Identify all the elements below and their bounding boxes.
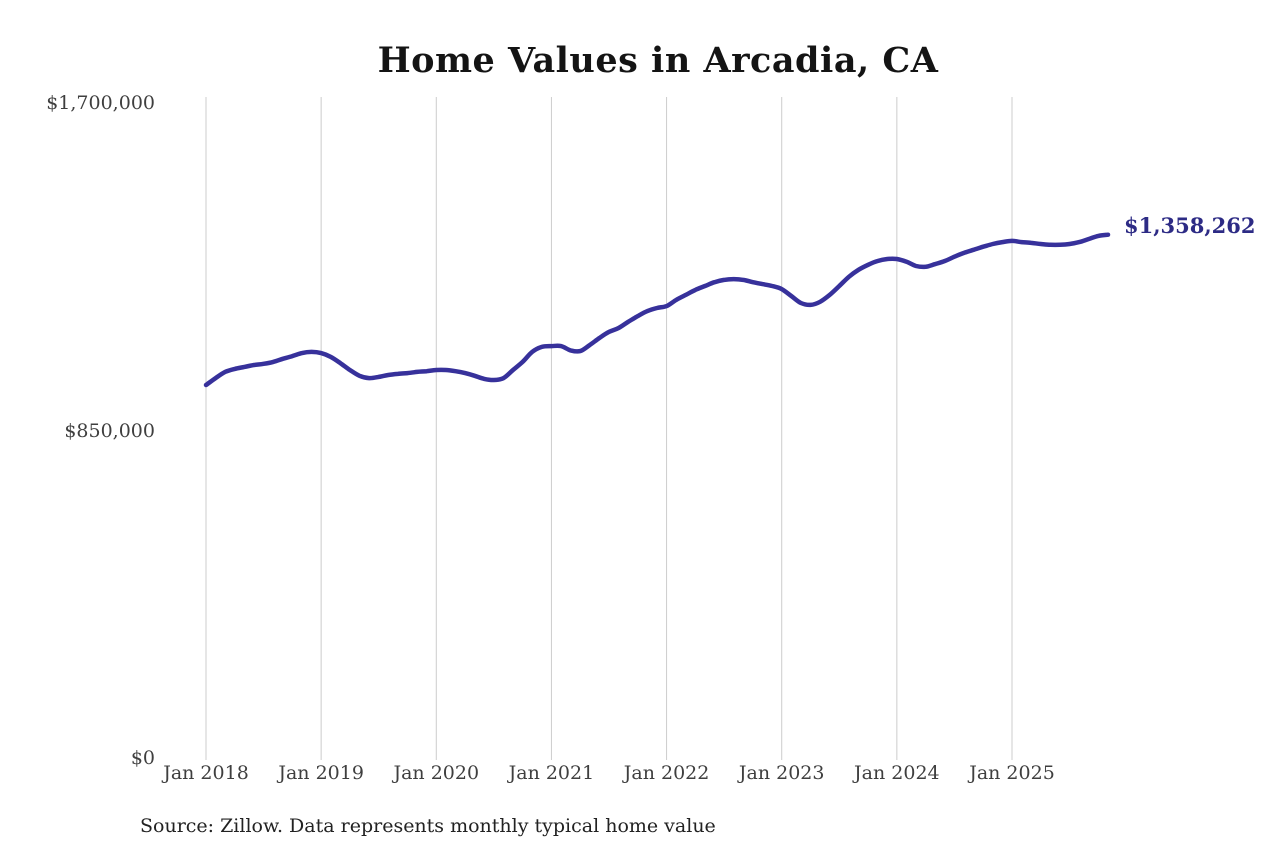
x-axis-tick-label: Jan 2019 — [278, 762, 364, 784]
vertical-gridlines — [205, 97, 1013, 760]
y-axis-tick-label: $1,700,000 — [46, 92, 155, 114]
x-axis-tick-label: Jan 2022 — [623, 762, 710, 784]
x-axis-tick-label: Jan 2023 — [738, 762, 825, 784]
home-value-line — [203, 232, 1111, 388]
chart-title: Home Values in Arcadia, CA — [377, 40, 939, 81]
y-axis-tick-label: $850,000 — [64, 419, 155, 442]
x-axis-tick-label: Jan 2020 — [393, 762, 480, 784]
x-axis-tick-label: Jan 2024 — [854, 762, 940, 784]
x-axis-tick-label: Jan 2025 — [969, 762, 1055, 784]
x-axis-tick-label: Jan 2018 — [163, 762, 249, 784]
source-note: Source: Zillow. Data represents monthly … — [140, 815, 716, 837]
end-value-label: $1,358,262 — [1124, 213, 1256, 238]
y-axis-tick-label: $0 — [130, 747, 155, 769]
x-axis-tick-label: Jan 2021 — [508, 762, 595, 784]
